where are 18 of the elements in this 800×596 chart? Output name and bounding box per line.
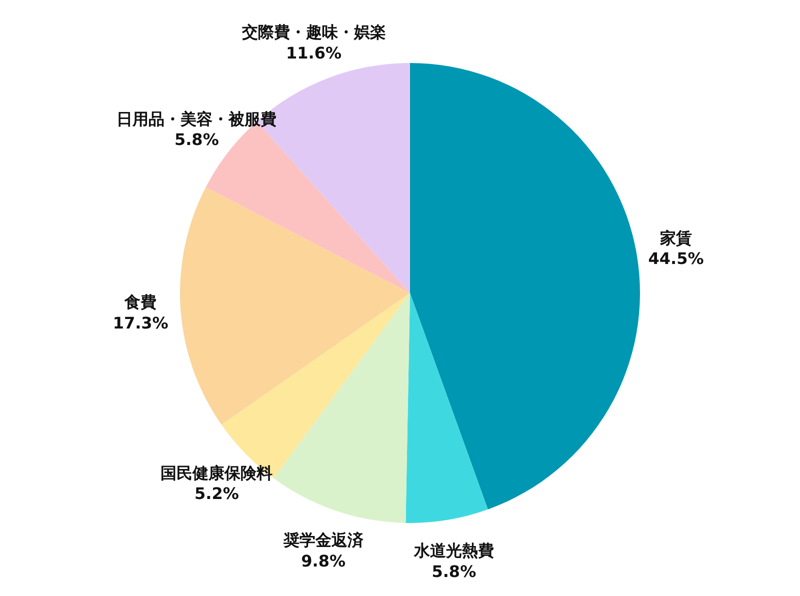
pie-slice [274, 293, 410, 523]
data-label: 44.5% [648, 249, 704, 268]
data-label: 5.8% [432, 562, 476, 582]
slice-label: 食費 [124, 292, 157, 312]
data-label: 17.3% [112, 313, 168, 332]
pie-slice [406, 293, 488, 523]
slice-label: 国民健康保険料 [160, 463, 273, 482]
slice-label: 交際費・趣味・娯楽 [240, 22, 386, 42]
slice-label: 家賃 [658, 228, 692, 248]
data-label: 5.8% [174, 130, 219, 150]
slice-label: 日用品・美容・被服費 [116, 109, 277, 128]
data-label: 9.8% [301, 551, 346, 570]
data-label: 5.2% [194, 484, 239, 504]
slice-label: 奨学金返済 [282, 530, 364, 550]
pie-slice [410, 63, 640, 510]
pie-slice [180, 187, 410, 425]
slice-label: 水道光熱費 [412, 541, 494, 560]
data-label: 11.6% [286, 43, 342, 62]
